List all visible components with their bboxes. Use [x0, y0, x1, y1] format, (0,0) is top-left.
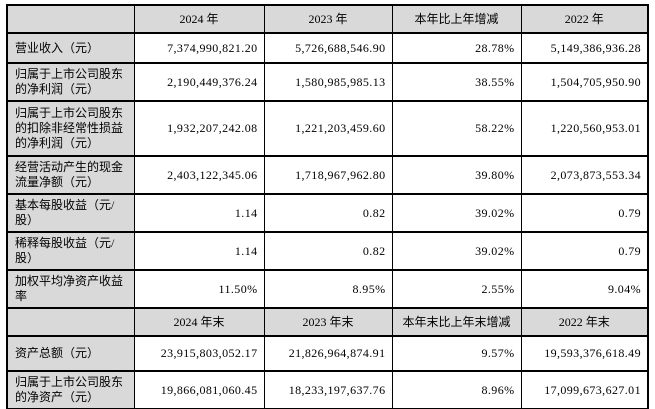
table-header-row: 2024 年末 2023 年末 本年末比上年末增减 2022 年末 [6, 307, 649, 337]
table-row: 营业收入（元） 7,374,990,821.20 5,726,688,546.90 2… [6, 32, 649, 64]
value-cell: 0.82 [263, 193, 393, 233]
column-header: 本年比上年增减 [391, 4, 522, 34]
table-body: 2024 年 2023 年本年比上年增减 2022 年营业收入（元） 7,374,99… [6, 4, 649, 409]
value-cell: 9.04% [520, 269, 649, 309]
table-header-row: 2024 年 2023 年本年比上年增减 2022 年 [6, 4, 649, 34]
row-label-cell: 稀释每股收益（元/股） [6, 231, 135, 271]
value-cell: 23,915,803,052.17 [133, 335, 265, 372]
table-row: 基本每股收益（元/股） 1.14 0.82 39.02% 0.79 [6, 193, 649, 233]
value-cell: 7,374,990,821.20 [133, 32, 265, 64]
value-cell: 1,504,705,950.90 [520, 62, 649, 102]
value-cell: 9.57% [391, 335, 522, 372]
row-label-cell: 归属于上市公司股东的净利润（元） [6, 62, 135, 102]
table-row: 归属于上市公司股东的净资产（元） 19,866,081,060.45 18,233,… [6, 370, 649, 409]
header-corner-cell [6, 307, 135, 337]
value-cell: 2,403,122,345.06 [133, 155, 265, 195]
value-cell: 1,718,967,962.80 [263, 155, 393, 195]
value-cell: 1,221,203,459.60 [263, 100, 393, 157]
value-cell: 39.02% [391, 231, 522, 271]
value-cell: 19,593,376,618.49 [520, 335, 649, 372]
value-cell: 8.95% [263, 269, 393, 309]
row-label-cell: 经营活动产生的现金流量净额（元） [6, 155, 135, 195]
column-header: 2022 年末 [520, 307, 649, 337]
value-cell: 2.55% [391, 269, 522, 309]
value-cell: 28.78% [391, 32, 522, 64]
table-row: 归属于上市公司股东的净利润（元） 2,190,449,376.24 1,580,98… [6, 62, 649, 102]
financial-summary-table: 2024 年 2023 年本年比上年增减 2022 年营业收入（元） 7,374,99… [6, 4, 649, 409]
value-cell: 1.14 [133, 193, 265, 233]
row-label-cell: 归属于上市公司股东的净资产（元） [6, 370, 135, 409]
value-cell: 17,099,673,627.01 [520, 370, 649, 409]
value-cell: 1.14 [133, 231, 265, 271]
value-cell: 0.79 [520, 193, 649, 233]
value-cell: 39.02% [391, 193, 522, 233]
value-cell: 0.82 [263, 231, 393, 271]
value-cell: 38.55% [391, 62, 522, 102]
column-header: 本年末比上年末增减 [391, 307, 522, 337]
value-cell: 58.22% [391, 100, 522, 157]
table-row: 归属于上市公司股东的扣除非经常性损益的净利润（元） 1,932,207,242.0… [6, 100, 649, 157]
value-cell: 1,220,560,953.01 [520, 100, 649, 157]
column-header: 2023 年末 [263, 307, 393, 337]
table-row: 稀释每股收益（元/股） 1.14 0.82 39.02% 0.79 [6, 231, 649, 271]
value-cell: 1,932,207,242.08 [133, 100, 265, 157]
row-label-cell: 归属于上市公司股东的扣除非经常性损益的净利润（元） [6, 100, 135, 157]
value-cell: 18,233,197,637.76 [263, 370, 393, 409]
value-cell: 0.79 [520, 231, 649, 271]
row-label-cell: 营业收入（元） [6, 32, 135, 64]
value-cell: 2,073,873,553.34 [520, 155, 649, 195]
column-header: 2022 年 [520, 4, 649, 34]
column-header: 2024 年末 [133, 307, 265, 337]
table-row: 资产总额（元） 23,915,803,052.17 21,826,964,874.9… [6, 335, 649, 372]
value-cell: 1,580,985,985.13 [263, 62, 393, 102]
table-row: 加权平均净资产收益率 11.50% 8.95% 2.55% 9.04% [6, 269, 649, 309]
value-cell: 39.80% [391, 155, 522, 195]
value-cell: 5,149,386,936.28 [520, 32, 649, 64]
column-header: 2024 年 [133, 4, 265, 34]
column-header: 2023 年 [263, 4, 393, 34]
value-cell: 8.96% [391, 370, 522, 409]
value-cell: 2,190,449,376.24 [133, 62, 265, 102]
value-cell: 19,866,081,060.45 [133, 370, 265, 409]
row-label-cell: 加权平均净资产收益率 [6, 269, 135, 309]
value-cell: 11.50% [133, 269, 265, 309]
table-row: 经营活动产生的现金流量净额（元） 2,403,122,345.06 1,718,96… [6, 155, 649, 195]
value-cell: 21,826,964,874.91 [263, 335, 393, 372]
value-cell: 5,726,688,546.90 [263, 32, 393, 64]
row-label-cell: 资产总额（元） [6, 335, 135, 372]
header-corner-cell [6, 4, 135, 34]
row-label-cell: 基本每股收益（元/股） [6, 193, 135, 233]
